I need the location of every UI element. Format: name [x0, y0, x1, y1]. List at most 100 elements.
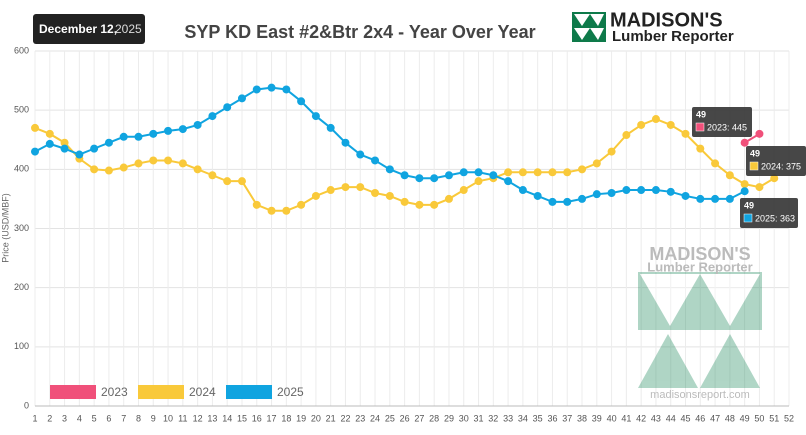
data-point: [371, 189, 380, 197]
data-point: [371, 156, 380, 165]
tooltip-title: 49: [750, 148, 760, 158]
logo: [572, 12, 606, 42]
data-point: [341, 183, 350, 192]
x-tick-label: 8: [136, 413, 141, 423]
data-point: [60, 144, 69, 153]
data-point: [90, 165, 99, 174]
x-tick-label: 22: [340, 413, 350, 423]
x-tick-label: 42: [636, 413, 646, 423]
data-point: [578, 165, 587, 174]
data-point: [430, 200, 439, 209]
data-point: [651, 115, 660, 124]
data-point: [178, 159, 187, 168]
data-point: [725, 171, 734, 180]
data-point: [696, 144, 705, 153]
x-tick-label: 10: [163, 413, 173, 423]
data-point: [607, 147, 616, 156]
x-tick-label: 30: [459, 413, 469, 423]
x-tick-label: 23: [355, 413, 365, 423]
x-tick-label: 43: [651, 413, 661, 423]
watermark-sub: Lumber Reporter: [647, 259, 752, 274]
x-tick-label: 49: [740, 413, 750, 423]
x-tick-label: 44: [666, 413, 676, 423]
logo-name: MADISON'S: [610, 9, 723, 31]
data-point: [681, 191, 690, 200]
x-tick-label: 32: [488, 413, 498, 423]
data-point: [149, 156, 158, 165]
legend-label: 2024: [189, 385, 216, 399]
data-point: [666, 120, 675, 129]
data-point: [711, 194, 720, 203]
legend-swatch: [226, 385, 272, 399]
data-point: [282, 206, 291, 215]
data-point: [637, 186, 646, 195]
data-point: [31, 123, 39, 132]
x-tick-label: 26: [400, 413, 410, 423]
x-tick-label: 39: [592, 413, 602, 423]
data-point: [755, 183, 764, 192]
tooltip-swatch: [743, 213, 753, 223]
data-point: [592, 159, 601, 168]
data-point: [415, 200, 424, 209]
data-point: [548, 168, 557, 177]
data-point: [164, 126, 173, 135]
data-point: [385, 191, 394, 200]
data-point: [474, 168, 483, 177]
tooltip-swatch: [695, 122, 705, 132]
data-point: [504, 168, 513, 177]
x-tick-label: 33: [503, 413, 513, 423]
data-point: [666, 187, 675, 196]
data-point: [223, 177, 232, 186]
data-point: [267, 206, 276, 215]
data-point: [385, 165, 394, 174]
y-axis-label: Price (USD/MBF): [0, 193, 10, 263]
x-tick-label: 27: [414, 413, 424, 423]
data-point: [563, 168, 572, 177]
x-tick-label: 4: [77, 413, 82, 423]
x-tick-label: 45: [681, 413, 691, 423]
x-tick-label: 47: [710, 413, 720, 423]
data-point: [563, 197, 572, 206]
grid: [34, 50, 790, 407]
data-point: [223, 103, 232, 112]
date-badge: [33, 14, 145, 44]
data-point: [740, 180, 749, 189]
data-point: [415, 174, 424, 183]
data-point: [193, 120, 202, 129]
data-point: [311, 191, 320, 200]
watermark-name: MADISON'S: [649, 244, 750, 264]
data-point: [31, 147, 39, 156]
data-point: [311, 112, 320, 121]
data-point: [533, 168, 542, 177]
legend-swatch: [50, 385, 96, 399]
data-point: [297, 97, 306, 106]
data-point: [400, 197, 409, 206]
data-point: [237, 177, 246, 186]
data-point: [297, 200, 306, 209]
tooltip-text: 2025: 363: [755, 213, 795, 223]
data-point: [104, 166, 113, 175]
tooltip-text: 2024: 375: [761, 161, 801, 171]
tooltip-title: 49: [696, 109, 706, 119]
x-tick-label: 18: [281, 413, 291, 423]
legend-label: 2025: [277, 385, 304, 399]
data-point: [711, 159, 720, 168]
data-point: [459, 186, 468, 195]
data-point: [45, 139, 54, 148]
y-tick-label: 400: [14, 164, 29, 174]
data-point: [592, 190, 601, 199]
data-point: [149, 129, 158, 138]
data-point: [578, 194, 587, 203]
data-point: [237, 94, 246, 103]
data-point: [164, 156, 173, 165]
x-tick-label: 5: [92, 413, 97, 423]
chart-title: SYP KD East #2&Btr 2x4 - Year Over Year: [184, 22, 535, 42]
data-point: [548, 197, 557, 206]
data-point: [637, 120, 646, 129]
data-point: [518, 186, 527, 195]
x-tick-label: 35: [533, 413, 543, 423]
x-tick-label: 48: [725, 413, 735, 423]
data-point: [75, 150, 84, 159]
x-tick-label: 51: [769, 413, 779, 423]
data-point: [178, 125, 187, 134]
